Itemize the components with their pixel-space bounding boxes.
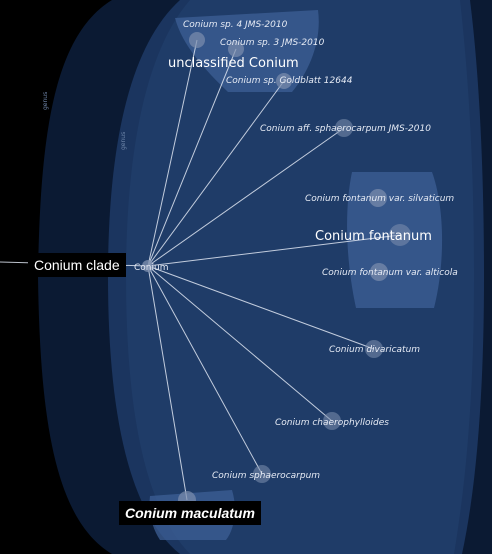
species-inner-glow	[126, 0, 474, 554]
group-label-fontanum: Conium fontanum	[315, 229, 432, 244]
edge-sp4	[147, 39, 198, 267]
node-sp4[interactable]	[189, 32, 205, 48]
label-spgold: Conium sp. Goldblatt 12644	[226, 76, 353, 86]
node-fontanum[interactable]	[389, 224, 411, 246]
node-root-conium[interactable]	[142, 260, 154, 272]
edge-fontanum	[147, 234, 401, 267]
label-silv: Conium fontanum var. silvaticum	[305, 194, 454, 204]
label-chaer: Conium chaerophylloides	[275, 418, 389, 428]
node-spgold[interactable]	[276, 73, 292, 89]
edge-divar	[147, 265, 375, 350]
edge-sphae	[147, 265, 263, 475]
label-divar: Conium divaricatum	[329, 345, 420, 355]
label-sp3: Conium sp. 3 JMS-2010	[220, 38, 325, 48]
rank-label-genus: genus	[42, 92, 49, 110]
node-sphae[interactable]	[253, 465, 271, 483]
node-alticola[interactable]	[370, 263, 388, 281]
edge-spgold	[147, 80, 285, 267]
edge-sphaff	[147, 127, 345, 267]
label-root-conium: Conium	[134, 263, 168, 273]
node-sp3[interactable]	[228, 41, 244, 57]
group-label-unclassified: unclassified Conium	[168, 56, 299, 71]
label-sphae: Conium sphaerocarpum	[212, 471, 320, 481]
conium-clade-tag[interactable]: Conium clade	[28, 253, 126, 277]
rank-label-species: genus	[120, 132, 127, 150]
label-sp4: Conium sp. 4 JMS-2010	[183, 20, 288, 30]
node-silv[interactable]	[369, 189, 387, 207]
node-divar[interactable]	[365, 340, 383, 358]
node-chaer[interactable]	[323, 412, 341, 430]
node-sphaff[interactable]	[335, 119, 353, 137]
group-box-unclassified	[175, 10, 319, 92]
conium-maculatum-tag[interactable]: Conium maculatum	[119, 501, 261, 525]
edge-maculatum	[147, 265, 188, 501]
label-sphaff: Conium aff. sphaerocarpum JMS-2010	[260, 124, 431, 134]
edge-sp3	[147, 48, 237, 267]
edge-chaer	[147, 265, 333, 422]
label-alticola: Conium fontanum var. alticola	[322, 268, 458, 278]
